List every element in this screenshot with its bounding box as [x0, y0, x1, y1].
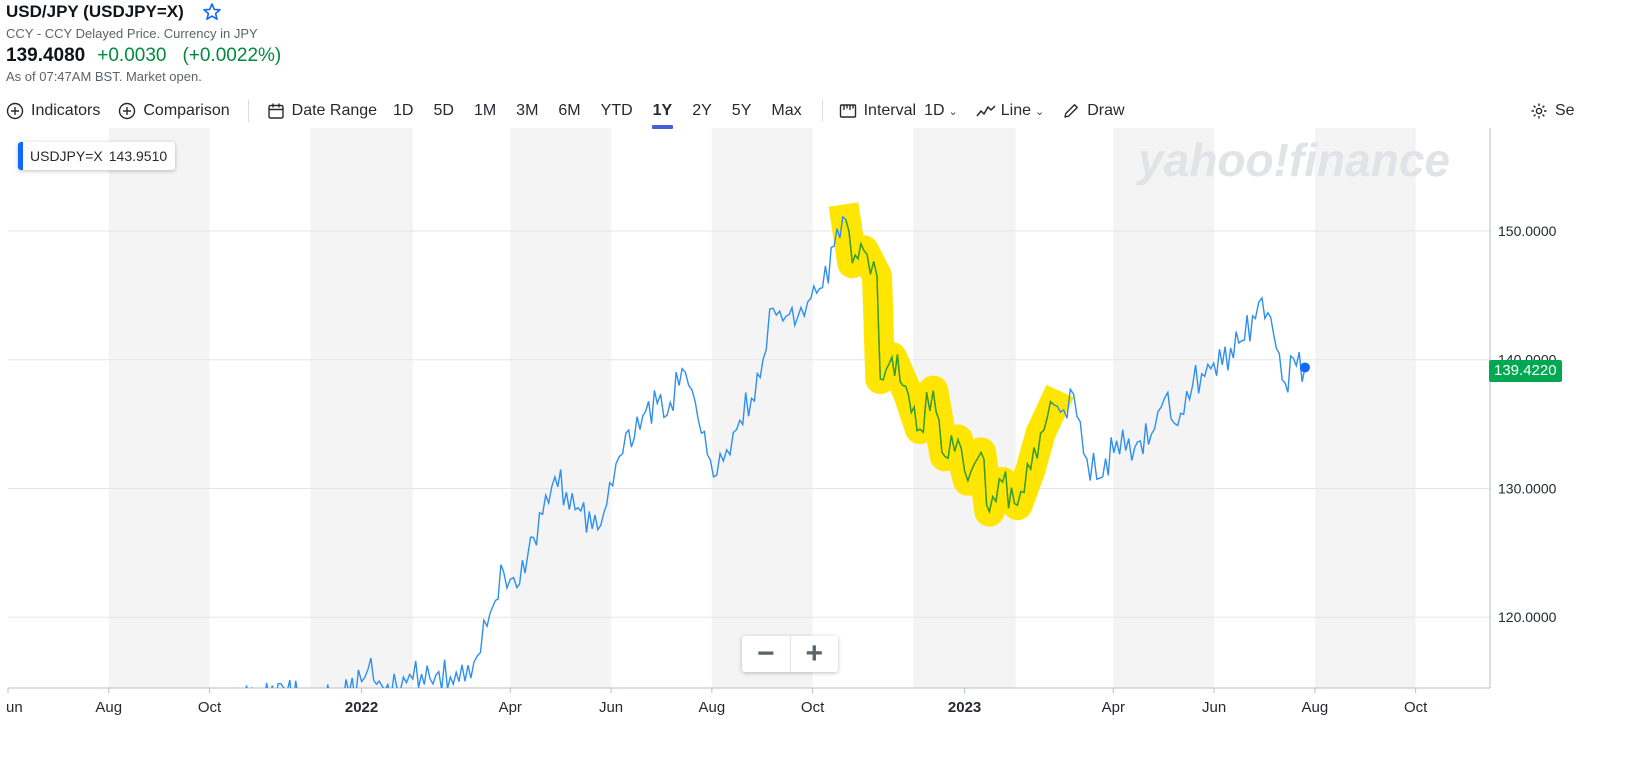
comparison-label: Comparison — [143, 102, 230, 119]
month-shade-band — [1314, 128, 1416, 688]
chart-type-label: Line — [1000, 102, 1031, 119]
y-tick-label: 130.0000 — [1498, 480, 1557, 496]
interval-label: Interval — [863, 102, 917, 119]
x-tick-label: 2022 — [345, 699, 378, 716]
gear-icon — [1530, 102, 1548, 120]
range-button-ytd[interactable]: YTD — [600, 102, 633, 119]
x-tick-label: Aug — [95, 699, 122, 716]
range-button-5y[interactable]: 5Y — [731, 102, 752, 119]
x-tick-label: Jun — [599, 699, 623, 716]
zoom-in-button[interactable]: + — [789, 636, 839, 672]
legend-symbol: USDJPY=X — [30, 148, 103, 164]
zoom-out-button[interactable]: − — [756, 637, 775, 670]
interval-dropdown[interactable]: Interval 1D ⌄ — [839, 96, 958, 126]
zoom-controls: − + — [742, 636, 838, 672]
y-tick-label: 120.0000 — [1498, 609, 1557, 625]
range-button-max[interactable]: Max — [771, 102, 802, 119]
pencil-icon — [1062, 102, 1080, 120]
x-tick-label: Oct — [801, 699, 825, 716]
range-button-6m[interactable]: 6M — [558, 102, 581, 119]
quote-header: USD/JPY (USDJPY=X) CCY - CCY Delayed Pri… — [6, 0, 281, 84]
series-color-swatch — [18, 142, 23, 170]
star-icon[interactable] — [202, 2, 222, 22]
indicators-label: Indicators — [31, 102, 101, 119]
range-selector: 1D 5D 1M 3M 6M YTD 1Y 2Y 5Y Max — [383, 96, 812, 129]
settings-label: Se — [1555, 102, 1575, 119]
interval-value: 1D — [924, 102, 945, 119]
chart-toolbar: Indicators Comparison Date Range 1D 5D 1M 3… — [0, 96, 1637, 129]
range-button-1y[interactable]: 1Y — [643, 96, 683, 129]
range-button-1m[interactable]: 1M — [473, 102, 497, 119]
indicators-button[interactable]: Indicators — [6, 96, 100, 126]
quote-subtitle: CCY - CCY Delayed Price. Currency in JPY — [6, 26, 258, 41]
x-tick-label: Apr — [1102, 699, 1125, 716]
toolbar-divider — [247, 100, 249, 122]
highlighted-segment-line — [845, 219, 1055, 514]
x-tick-label: Oct — [198, 699, 222, 716]
price-change: +0.0030 — [97, 45, 167, 66]
month-shade-band — [711, 128, 813, 688]
x-tick-label: Oct — [1404, 699, 1428, 716]
range-button-1d[interactable]: 1D — [393, 102, 414, 119]
legend-value: 143.9510 — [108, 148, 168, 164]
month-shade-band — [510, 128, 612, 688]
y-tick-label: 150.0000 — [1498, 223, 1557, 239]
plus-circle-icon — [118, 102, 136, 120]
draw-label: Draw — [1087, 102, 1125, 119]
range-button-2y[interactable]: 2Y — [692, 102, 712, 119]
price-change-percent: (+0.0022%) — [182, 45, 282, 66]
date-range-button[interactable]: Date Range — [267, 96, 377, 126]
as-of-time: As of 07:47AM BST. Market open. — [6, 69, 202, 84]
month-shade-band — [310, 128, 413, 688]
plus-circle-icon — [6, 102, 24, 120]
x-tick-label: 2023 — [948, 699, 981, 716]
x-tick-label: Jun — [1202, 699, 1226, 716]
chevron-down-icon: ⌄ — [1035, 105, 1045, 118]
current-price: 139.4080 — [6, 45, 86, 66]
month-shade-band — [108, 128, 210, 688]
line-chart-icon — [976, 102, 996, 120]
x-tick-label: Aug — [698, 699, 725, 716]
x-tick-label: Aug — [1302, 699, 1329, 716]
yahoo-finance-watermark: yahoo!finance — [1136, 134, 1450, 186]
last-price-tag: 139.4220 — [1489, 360, 1562, 382]
series-line-usdjpy — [237, 215, 1306, 688]
x-tick-label: Apr — [499, 699, 522, 716]
chart-type-dropdown[interactable]: Line ⌄ — [976, 96, 1044, 126]
draw-button[interactable]: Draw — [1062, 96, 1125, 126]
ruler-icon — [839, 102, 857, 120]
chevron-down-icon: ⌄ — [948, 105, 958, 118]
calendar-icon — [267, 102, 285, 120]
comparison-button[interactable]: Comparison — [118, 96, 230, 126]
last-price-point — [1299, 362, 1310, 373]
quote-title: USD/JPY (USDJPY=X) — [6, 2, 184, 21]
range-button-3m[interactable]: 3M — [516, 102, 539, 119]
series-legend: USDJPY=X 143.9510 — [18, 142, 176, 170]
date-range-label: Date Range — [291, 102, 378, 119]
toolbar-divider — [821, 100, 823, 122]
month-shade-band — [1113, 128, 1215, 688]
range-button-5d[interactable]: 5D — [433, 102, 454, 119]
settings-button[interactable]: Se — [1530, 96, 1575, 126]
price-chart[interactable]: 150.0000140.0000130.0000120.0000unAugOct… — [0, 128, 1637, 763]
x-tick-label: un — [6, 699, 23, 716]
chart-area[interactable]: 150.0000140.0000130.0000120.0000unAugOct… — [0, 128, 1637, 763]
